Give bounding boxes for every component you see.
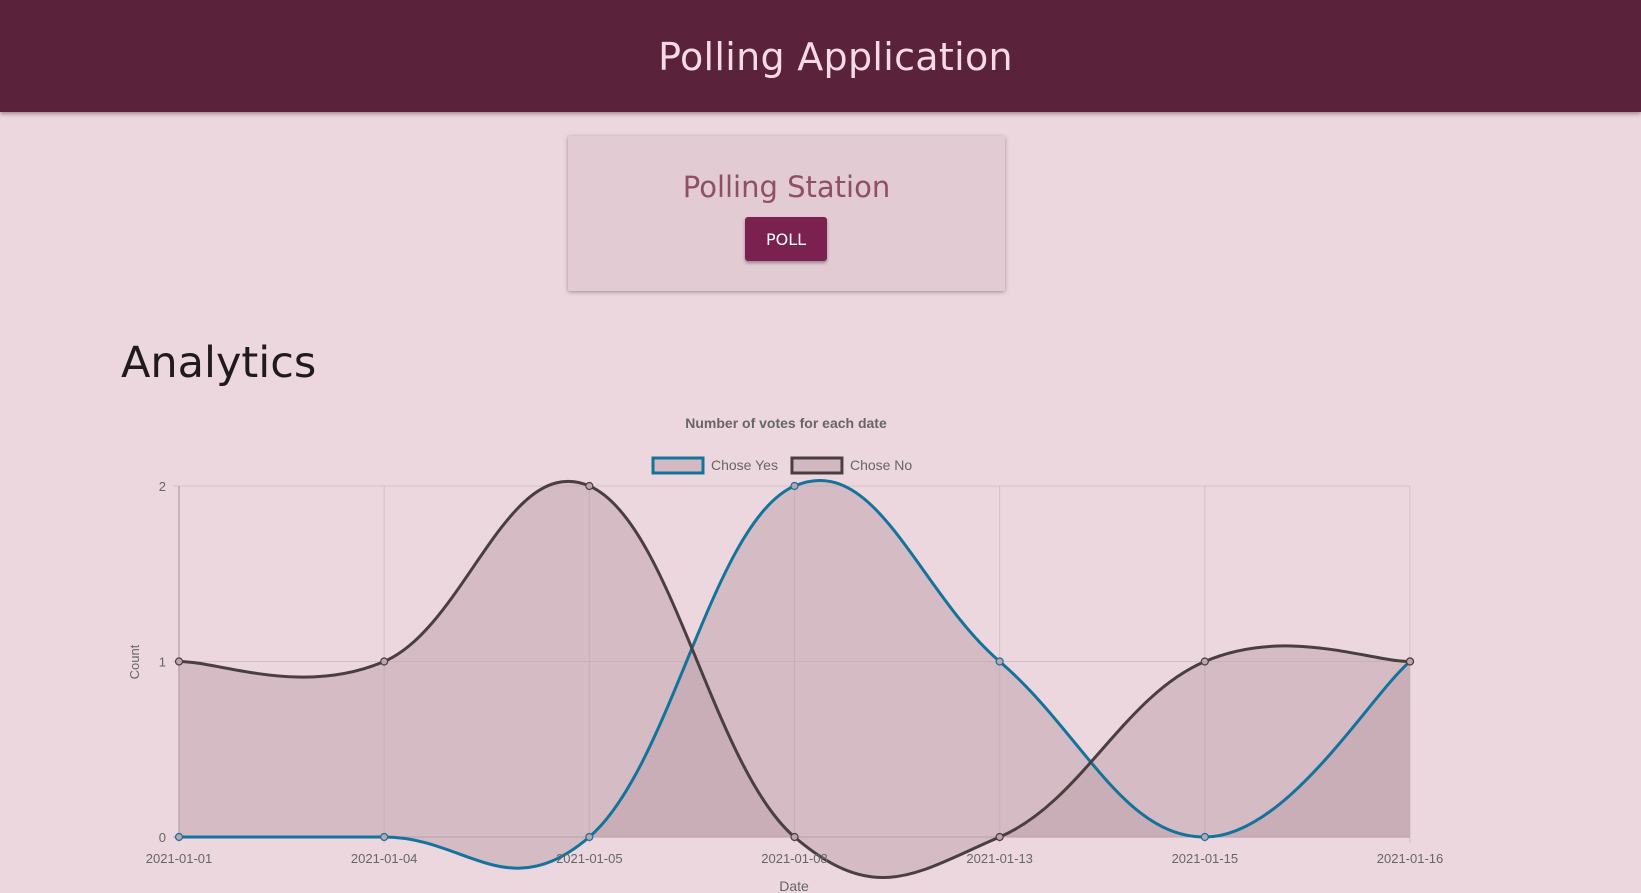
legend-label-chose-yes: Chose Yes xyxy=(711,457,778,473)
analytics-heading: Analytics xyxy=(121,338,317,388)
legend-swatch-chose-no xyxy=(790,456,844,475)
y-tick-label: 2 xyxy=(159,479,166,494)
data-point-chose-yes xyxy=(995,657,1004,666)
series-line-chose-no xyxy=(178,480,1411,879)
x-tick-label: 2021-01-05 xyxy=(556,851,623,866)
x-tick-label: 2021-01-04 xyxy=(351,851,418,866)
x-tick-label: 2021-01-01 xyxy=(146,851,213,866)
y-tick-label: 1 xyxy=(159,655,166,670)
chart-axes: 0 1 2 2021-01-01 2021-01-04 2021-01-05 2021-01… xyxy=(146,479,1444,866)
legend-swatch-chose-yes xyxy=(651,456,705,475)
x-tick-label: 2021-01-16 xyxy=(1377,851,1444,866)
data-point-chose-yes xyxy=(1200,832,1209,842)
x-tick-label: 2021-01-08 xyxy=(761,851,828,866)
y-tick-label: 0 xyxy=(159,830,166,845)
data-point-chose-yes xyxy=(380,832,389,842)
x-axis-label: Date xyxy=(779,878,809,893)
chart-title: Number of votes for each date xyxy=(685,415,887,431)
poll-button[interactable]: POLL xyxy=(745,217,827,261)
legend-item-chose-yes[interactable]: Chose Yes xyxy=(651,456,778,475)
app-title: Polling Application xyxy=(658,35,1013,79)
data-point-chose-no xyxy=(174,657,184,666)
data-point-chose-no xyxy=(790,832,799,842)
data-point-chose-yes xyxy=(585,832,594,842)
x-tick-label: 2021-01-13 xyxy=(966,851,1033,866)
data-point-chose-no xyxy=(585,481,594,491)
data-point-chose-yes xyxy=(174,832,184,842)
series-area-chose-no xyxy=(179,481,1410,878)
chart-points xyxy=(174,481,1415,842)
y-axis-label: Count xyxy=(127,644,142,679)
data-point-chose-no xyxy=(380,657,389,666)
series-area-chose-yes xyxy=(179,480,1410,869)
chart-legend[interactable]: Chose Yes Chose No xyxy=(651,456,912,475)
legend-item-chose-no[interactable]: Chose No xyxy=(790,456,912,475)
polling-station-card: Polling Station POLL xyxy=(568,136,1005,291)
legend-label-chose-no: Chose No xyxy=(850,457,912,473)
chart-areas xyxy=(179,480,1410,878)
data-point-chose-no xyxy=(1405,657,1415,666)
polling-station-title: Polling Station xyxy=(682,170,891,204)
data-point-chose-no xyxy=(995,832,1004,842)
data-point-chose-yes xyxy=(790,481,799,491)
app-header: Polling Application xyxy=(0,0,1641,112)
data-point-chose-no xyxy=(1200,657,1209,666)
x-tick-label: 2021-01-15 xyxy=(1172,851,1239,866)
